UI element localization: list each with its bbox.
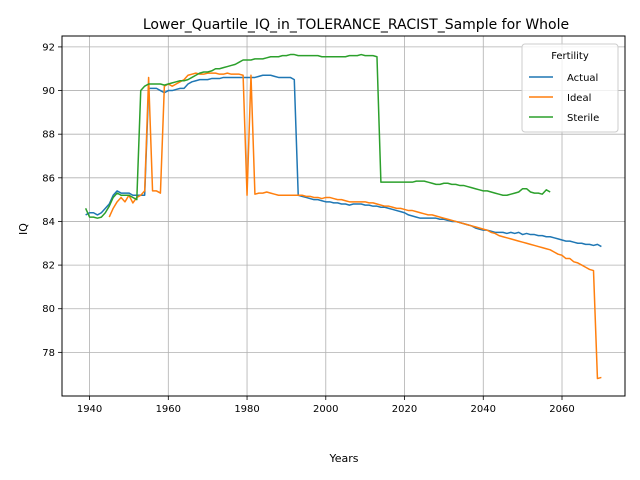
x-tick-label: 2060 [549,404,574,415]
x-tick-label: 1940 [77,404,102,415]
axis-ticks: 1940 1960 1980 2000 2020 2040 2060 78 80 82 84 86 88… [42,42,574,415]
y-tick-label: 92 [42,42,55,53]
series-layer [84,53,602,380]
x-tick-label: 2020 [392,404,417,415]
y-tick-label: 82 [42,261,55,272]
y-tick-label: 84 [42,217,55,228]
chart-title: Lower_Quartile_IQ_in_TOLERANCE_RACIST_Sa… [143,17,569,33]
y-tick-label: 78 [42,348,55,359]
y-tick-label: 90 [42,86,55,97]
legend-label-actual: Actual [567,73,598,84]
x-tick-label: 2040 [471,404,496,415]
x-tick-label: 2000 [313,404,338,415]
grid [62,36,625,396]
legend: Fertility Actual Ideal Sterile [521,43,619,133]
legend-items: Actual Ideal Sterile [529,73,599,124]
series-line-sterile [84,53,551,219]
plot-frame [61,35,626,397]
legend-label-ideal: Ideal [567,93,591,104]
y-tick-label: 86 [42,173,55,184]
legend-box [521,43,619,133]
y-tick-label: 80 [42,304,55,315]
y-axis-label: IQ [17,223,30,235]
x-tick-label: 1980 [234,404,259,415]
legend-label-sterile: Sterile [567,113,599,124]
legend-title: Fertility [551,51,589,62]
x-tick-label: 1960 [156,404,181,415]
series-line-ideal [108,72,602,380]
series-line-actual [85,74,602,248]
x-axis-label: Years [328,452,358,465]
y-tick-label: 88 [42,130,55,141]
